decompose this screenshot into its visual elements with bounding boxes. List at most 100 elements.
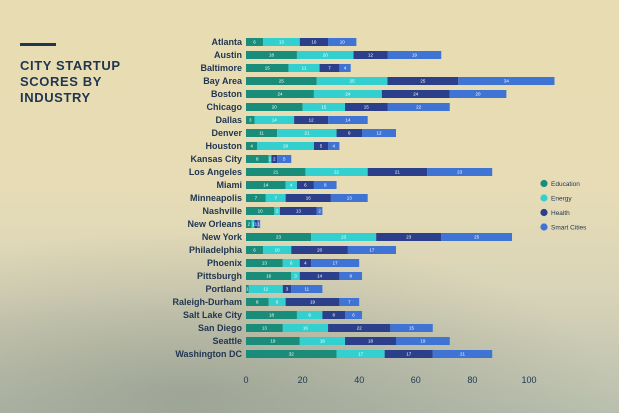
data-label-washington-dc-education: 32	[289, 352, 295, 357]
bar-washington-dc-smart-cities	[432, 350, 493, 358]
category-label-denver: Denver	[211, 128, 242, 138]
bar-philadelphia-energy	[262, 246, 292, 254]
data-label-houston-energy: 20	[283, 144, 289, 149]
title-accent-line	[20, 43, 56, 46]
bar-new-orleans-health	[254, 220, 258, 228]
data-label-chicago-energy: 15	[321, 105, 327, 110]
data-label-los-angeles-smart-cities: 23	[457, 170, 463, 175]
bar-bay-area-health	[387, 77, 459, 85]
bar-minneapolis-energy	[265, 194, 286, 202]
data-label-kansas-city-health: 2	[273, 157, 276, 162]
bar-new-orleans-education	[246, 220, 252, 228]
data-label-new-york-health: 23	[406, 235, 412, 240]
data-label-dallas-smart-cities: 14	[345, 118, 351, 123]
bar-salt-lake-city-education	[246, 311, 297, 319]
data-label-portland-energy: 12	[263, 287, 269, 292]
data-label-portland-health: 3	[286, 287, 289, 292]
category-label-new-york: New York	[202, 232, 243, 242]
legend-marker-health	[540, 208, 548, 217]
data-label-boston-smart-cities: 20	[476, 92, 482, 97]
data-label-boston-health: 24	[413, 92, 419, 97]
bar-miami-energy	[285, 181, 297, 189]
bar-miami-health	[296, 181, 314, 189]
data-label-phoenix-smart-cities: 17	[333, 261, 339, 266]
bar-washington-dc-education	[246, 350, 337, 358]
bar-san-diego-health	[328, 324, 391, 332]
bar-salt-lake-city-energy	[296, 311, 323, 319]
data-label-nashville-education: 10	[258, 209, 264, 214]
data-label-denver-energy: 21	[304, 131, 310, 136]
bar-nashville-education	[246, 207, 275, 215]
x-tick-label-40: 40	[354, 375, 364, 385]
category-label-minneapolis: Minneapolis	[190, 193, 242, 203]
data-label-minneapolis-health: 16	[306, 196, 312, 201]
legend-label-health: Health	[551, 210, 570, 217]
data-label-denver-smart-cities: 12	[377, 131, 383, 136]
legend-label-energy: Energy	[551, 195, 572, 202]
bar-bay-area-smart-cities	[458, 77, 555, 85]
bar-baltimore-smart-cities	[339, 64, 351, 72]
bar-salt-lake-city-smart-cities	[345, 311, 363, 319]
bar-nashville-smart-cities	[316, 207, 323, 215]
category-label-dallas: Dallas	[215, 115, 242, 125]
bar-boston-smart-cities	[449, 90, 507, 98]
data-label-philadelphia-education: 6	[253, 248, 256, 253]
category-label-houston: Houston	[206, 141, 243, 151]
category-label-nashville: Nashville	[202, 206, 242, 216]
chart-title: CITY STARTUP SCORES BY INDUSTRY	[20, 58, 121, 105]
bar-phoenix-smart-cities	[311, 259, 360, 267]
data-label-kansas-city-smart-cities: 5	[283, 157, 286, 162]
data-label-miami-energy: 4	[290, 183, 293, 188]
data-label-seattle-energy: 16	[320, 339, 326, 344]
data-label-salt-lake-city-energy: 9	[308, 313, 311, 318]
data-label-nashville-health: 13	[296, 209, 302, 214]
bar-seattle-smart-cities	[395, 337, 450, 345]
bar-atlanta-smart-cities	[328, 38, 357, 46]
x-tick-label-80: 80	[467, 375, 477, 385]
bar-raleigh-durham-smart-cities	[339, 298, 360, 306]
data-label-chicago-smart-cities: 22	[416, 105, 422, 110]
category-label-philadelphia: Philadelphia	[189, 245, 243, 255]
data-label-denver-health: 9	[348, 131, 351, 136]
data-label-boston-education: 24	[277, 92, 283, 97]
bar-seattle-education	[246, 337, 300, 345]
data-label-san-diego-smart-cities: 15	[409, 326, 415, 331]
data-label-kansas-city-energy: 1	[269, 157, 272, 162]
bar-pittsburgh-smart-cities	[339, 272, 363, 280]
data-label-seattle-education: 19	[270, 339, 276, 344]
data-label-phoenix-education: 13	[262, 261, 268, 266]
data-label-atlanta-health: 10	[311, 40, 317, 45]
category-label-miami: Miami	[216, 180, 242, 190]
data-label-dallas-education: 3	[249, 118, 252, 123]
bar-nashville-health	[279, 207, 317, 215]
legend-label-education: Education	[551, 181, 580, 188]
bar-los-angeles-smart-cities	[427, 168, 493, 176]
bar-kansas-city-health	[271, 155, 278, 163]
data-label-salt-lake-city-health: 8	[332, 313, 335, 318]
legend-marker-smart-cities	[540, 223, 548, 231]
data-label-washington-dc-smart-cities: 21	[460, 352, 466, 357]
bar-dallas-health	[294, 116, 329, 124]
bar-austin-smart-cities	[387, 51, 442, 59]
bar-austin-education	[246, 51, 297, 59]
category-label-san-diego: San Diego	[198, 323, 243, 333]
bar-portland-energy	[248, 285, 283, 293]
data-label-san-diego-education: 13	[262, 326, 268, 331]
bar-kansas-city-smart-cities	[277, 155, 292, 163]
category-label-chicago: Chicago	[206, 102, 242, 112]
bar-nashville-energy	[274, 207, 280, 215]
data-label-chicago-health: 15	[364, 105, 370, 110]
category-label-washington-dc: Washington DC	[175, 349, 242, 359]
category-label-kansas-city: Kansas City	[190, 154, 242, 164]
bar-houston-smart-cities	[328, 142, 340, 150]
data-label-minneapolis-energy: 7	[274, 196, 277, 201]
bar-boston-health	[381, 90, 450, 98]
data-label-los-angeles-energy: 22	[334, 170, 340, 175]
bar-dallas-energy	[254, 116, 295, 124]
bar-kansas-city-energy	[268, 155, 272, 163]
data-label-pittsburgh-energy: 3	[294, 274, 297, 279]
x-axis: 0 20 40 60 80 100	[243, 375, 536, 385]
data-label-philadelphia-health: 20	[317, 248, 323, 253]
